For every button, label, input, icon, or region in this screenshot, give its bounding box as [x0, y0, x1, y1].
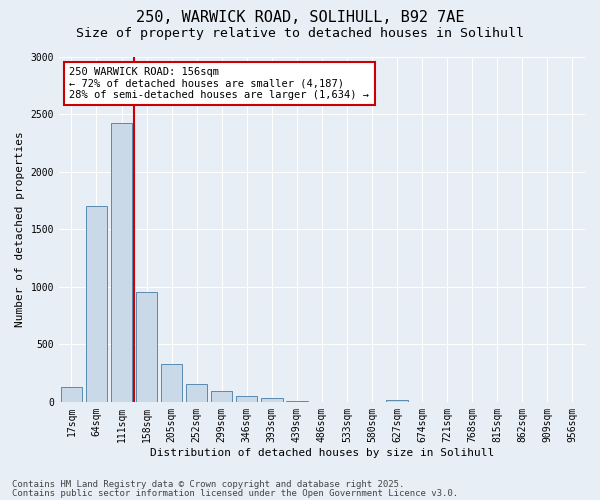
Bar	[261, 398, 283, 402]
Bar	[236, 396, 257, 402]
Text: 250 WARWICK ROAD: 156sqm
← 72% of detached houses are smaller (4,187)
28% of sem: 250 WARWICK ROAD: 156sqm ← 72% of detach…	[70, 67, 370, 100]
Bar	[136, 292, 157, 402]
Text: Contains public sector information licensed under the Open Government Licence v3: Contains public sector information licen…	[12, 488, 458, 498]
Y-axis label: Number of detached properties: Number of detached properties	[15, 132, 25, 327]
Text: Contains HM Land Registry data © Crown copyright and database right 2025.: Contains HM Land Registry data © Crown c…	[12, 480, 404, 489]
X-axis label: Distribution of detached houses by size in Solihull: Distribution of detached houses by size …	[150, 448, 494, 458]
Bar	[286, 400, 308, 402]
Bar	[86, 206, 107, 402]
Text: Size of property relative to detached houses in Solihull: Size of property relative to detached ho…	[76, 28, 524, 40]
Bar	[61, 387, 82, 402]
Bar	[111, 124, 132, 402]
Bar	[161, 364, 182, 402]
Bar	[386, 400, 408, 402]
Bar	[211, 392, 232, 402]
Text: 250, WARWICK ROAD, SOLIHULL, B92 7AE: 250, WARWICK ROAD, SOLIHULL, B92 7AE	[136, 10, 464, 25]
Bar	[186, 384, 208, 402]
